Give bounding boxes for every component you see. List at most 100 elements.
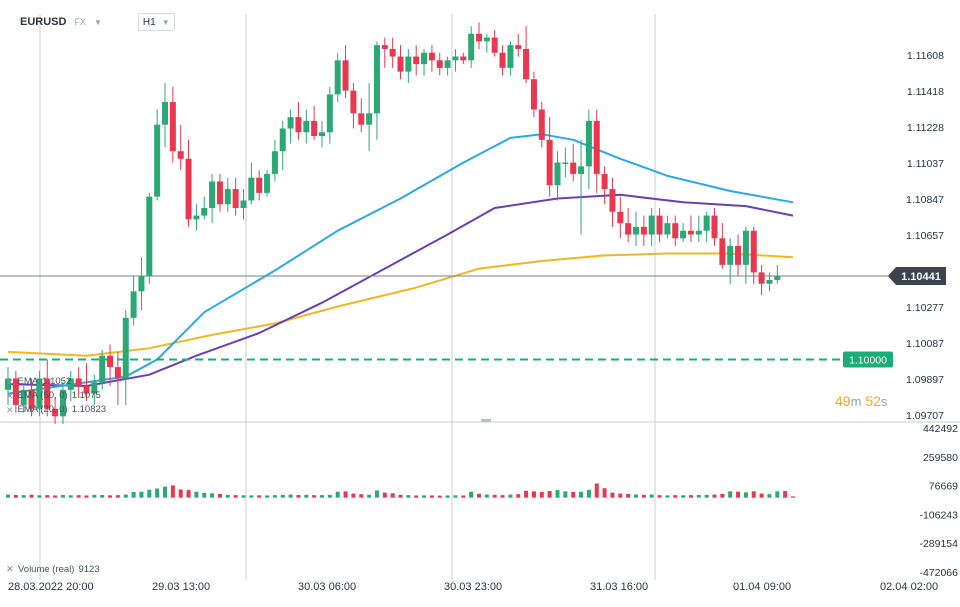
candle-up: [99, 355, 106, 383]
close-icon[interactable]: ✕: [6, 564, 14, 575]
volume-bar: [422, 495, 427, 498]
candle-down: [28, 389, 35, 409]
price-axis: 1.11608 1.11418 1.11228 1.11037 1.10847 1.106…: [888, 50, 946, 422]
candle-up: [507, 45, 514, 68]
ema-mid-line: [7, 193, 794, 387]
volume-bar: [579, 491, 584, 498]
volume-bar: [217, 493, 222, 498]
legend-row-ema[interactable]: ✕ EMA 1.1052: [6, 375, 106, 389]
volume-bar: [398, 494, 403, 498]
price-tick-label: 1.09897: [906, 374, 944, 386]
volume-bar: [304, 494, 309, 498]
candle-down: [177, 151, 184, 159]
volume-bar: [767, 494, 772, 498]
close-icon[interactable]: ✕: [6, 391, 14, 401]
price-tick-label: 1.11228: [907, 122, 944, 134]
close-icon[interactable]: ✕: [6, 405, 14, 415]
volume-axis: 442492 259580 76669 -106243 -289154 -472066: [919, 423, 958, 579]
candle-down: [311, 120, 318, 137]
candle-up: [766, 279, 773, 284]
candle-down: [758, 272, 765, 284]
candle-up: [193, 215, 200, 220]
candle-down: [295, 117, 302, 133]
level-tag-label: 1.10000: [849, 355, 887, 367]
candle-up: [248, 177, 255, 201]
volume-tick-label: 259580: [923, 452, 958, 464]
candle-down: [735, 245, 742, 265]
volume-bar: [60, 494, 65, 498]
candle-down: [12, 378, 19, 405]
volume-bar: [312, 495, 317, 498]
candle-down: [499, 52, 506, 68]
timeframe-value: H1: [142, 16, 156, 28]
volume-bar: [477, 493, 481, 498]
close-icon[interactable]: ✕: [6, 377, 14, 387]
volume-bar: [759, 493, 764, 498]
volume-bar: [257, 495, 262, 498]
candle-up: [287, 117, 294, 129]
volume-bar: [92, 494, 97, 498]
candle-up: [562, 162, 569, 165]
legend-row-ema[interactable]: ✕ EMA (50, 0) 1.1075: [6, 389, 106, 403]
candle-down: [609, 189, 616, 212]
candle-up: [405, 56, 412, 72]
countdown-minutes: 49: [835, 393, 851, 409]
candle-down: [350, 90, 357, 114]
volume-bar: [728, 491, 733, 498]
chevron-down-icon[interactable]: ▼: [93, 17, 102, 27]
volume-legend[interactable]: ✕ Volume (real) 9123: [6, 564, 100, 575]
time-tick-label: 30.03 06:00: [298, 581, 356, 593]
volume-bar: [170, 485, 175, 498]
volume-bar: [775, 491, 780, 498]
candle-up: [122, 317, 129, 379]
volume-bar: [563, 491, 568, 498]
volume-bar: [437, 495, 442, 498]
candle-down: [428, 52, 435, 61]
candle-up: [774, 276, 781, 280]
volume-bar: [147, 489, 152, 498]
candle-up: [421, 52, 428, 65]
candle-up: [271, 151, 278, 174]
candle-down: [460, 56, 467, 61]
countdown-seconds: 52: [865, 393, 881, 409]
volume-bar: [359, 494, 364, 498]
candle-up: [554, 162, 561, 186]
time-tick-label: 31.03 16:00: [590, 581, 648, 593]
candle-down: [381, 45, 388, 49]
volume-bar: [272, 495, 277, 498]
volume-bar: [657, 495, 662, 498]
legend-row-ema[interactable]: ✕ EMA (20, 0) 1.10823: [6, 403, 106, 417]
candle-up: [727, 245, 734, 265]
volume-bar: [288, 494, 293, 498]
market-label: FX: [74, 17, 86, 27]
price-tick-label: 1.10657: [906, 230, 944, 242]
candle-down: [436, 60, 443, 68]
candle-up: [146, 196, 153, 277]
candle-down: [75, 378, 82, 387]
volume-bar: [115, 495, 120, 498]
chevron-down-icon[interactable]: ▼: [161, 17, 170, 27]
legend-value: 1.1075: [71, 390, 101, 401]
volume-bar: [343, 491, 348, 498]
timeframe-select[interactable]: H1 ▼: [137, 13, 175, 31]
volume-bar: [163, 486, 167, 498]
price-tick-label: 1.11608: [907, 50, 944, 62]
volume-bar: [626, 493, 631, 498]
volume-bar: [414, 495, 419, 498]
candle-up: [224, 189, 231, 205]
legend-label: EMA (50, 0): [17, 390, 68, 401]
candle-up: [279, 128, 286, 152]
candle-up: [209, 181, 216, 209]
candle-down: [719, 238, 726, 265]
candle-down: [413, 56, 420, 65]
candle-down: [232, 189, 239, 209]
candle-up: [585, 120, 592, 167]
symbol-name[interactable]: EURUSD: [20, 16, 67, 28]
countdown-minutes-unit: m: [850, 394, 862, 409]
candle-up: [36, 378, 43, 409]
candle-down: [593, 120, 600, 174]
candle-down: [389, 48, 396, 57]
volume-bar: [108, 495, 113, 498]
